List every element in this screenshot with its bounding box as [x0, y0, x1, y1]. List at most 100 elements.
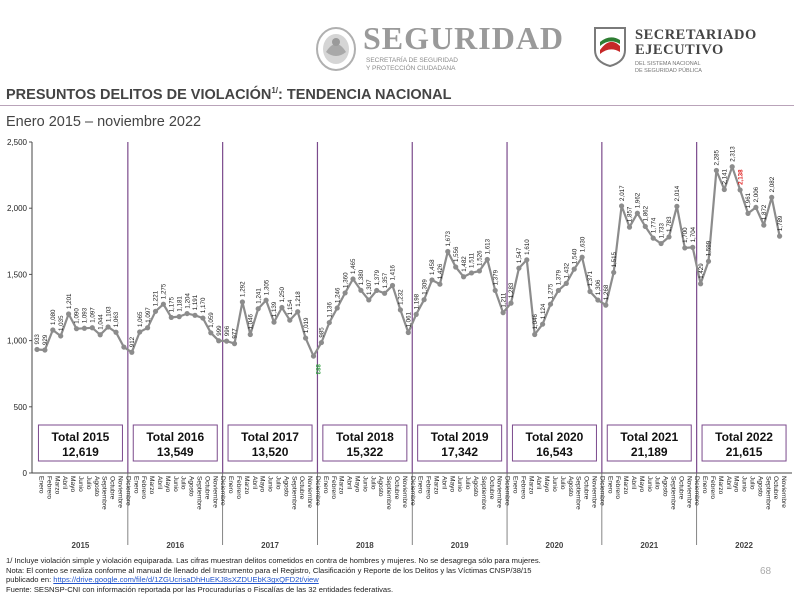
- month-label: Febrero: [709, 476, 716, 499]
- secretariado-logo-subtitle: DEL SISTEMA NACIONAL DE SEGURIDAD PÚBLIC…: [635, 61, 702, 74]
- data-label: 2,285: [714, 149, 721, 165]
- month-label: Septiembre: [575, 476, 582, 510]
- month-label: Enero: [132, 476, 139, 494]
- data-label: 1,275: [548, 283, 555, 299]
- year-label: 2016: [166, 541, 184, 550]
- data-label: 1,783: [666, 216, 673, 232]
- month-label: Marzo: [148, 476, 155, 495]
- total-box-label: Total 2016: [146, 430, 204, 444]
- data-point: [650, 235, 656, 241]
- data-label: 1,700: [682, 227, 689, 243]
- month-label: Enero: [512, 476, 519, 494]
- month-label: Julio: [180, 476, 187, 490]
- data-label: 2,017: [619, 185, 626, 201]
- total-box-label: Total 2022: [715, 430, 773, 444]
- data-point: [200, 315, 206, 321]
- data-point: [413, 311, 419, 317]
- source-link[interactable]: https://drive.google.com/file/d/1ZGUcris…: [53, 575, 319, 585]
- data-label: 977: [232, 328, 239, 339]
- data-point: [761, 222, 767, 228]
- data-label: 1,482: [461, 256, 468, 272]
- month-label: Julio: [749, 476, 756, 490]
- data-label: 1,673: [445, 230, 452, 246]
- year-label: 2022: [735, 541, 753, 550]
- month-label: Junio: [267, 476, 274, 492]
- mexico-emblem-icon: [316, 27, 356, 71]
- data-label: 1,426: [437, 263, 444, 279]
- data-point: [310, 353, 317, 359]
- data-label: 2,141: [722, 168, 729, 184]
- month-label: Marzo: [622, 476, 629, 495]
- data-label: 1,961: [745, 192, 752, 208]
- data-label: 1,241: [255, 288, 262, 304]
- data-point: [160, 301, 166, 307]
- data-point: [619, 203, 625, 209]
- data-label: 1,059: [208, 312, 215, 328]
- total-box-value: 15,322: [346, 445, 383, 459]
- data-point: [461, 274, 467, 280]
- data-point: [318, 339, 324, 346]
- data-point: [263, 297, 269, 303]
- data-label: 996: [224, 325, 231, 336]
- data-point: [603, 302, 609, 308]
- year-label: 2018: [356, 541, 374, 550]
- data-point: [247, 331, 253, 338]
- data-label-min: 883: [314, 364, 321, 375]
- data-label: 1,046: [248, 313, 255, 329]
- month-label: Julio: [85, 476, 92, 490]
- month-label: Octubre: [203, 476, 210, 500]
- data-point: [66, 311, 72, 317]
- data-label: 1,379: [492, 269, 499, 285]
- month-label: Octubre: [772, 476, 779, 500]
- month-label: Enero: [606, 476, 613, 494]
- data-point: [231, 341, 238, 347]
- data-label: 1,275: [161, 283, 168, 299]
- data-point: [595, 297, 601, 303]
- month-label: Febrero: [614, 476, 621, 499]
- data-label: 1,044: [97, 314, 104, 330]
- total-box-value: 21,615: [726, 445, 763, 459]
- total-box: [701, 424, 787, 462]
- data-point: [358, 287, 364, 293]
- data-point: [192, 312, 198, 318]
- chart-title-footnote-mark: 1/: [271, 86, 279, 95]
- data-point: [476, 268, 482, 274]
- data-label: 1,170: [200, 297, 207, 313]
- data-point: [579, 254, 585, 260]
- total-box-value: 17,342: [441, 445, 478, 459]
- data-label: 2,313: [729, 146, 736, 162]
- data-label: 1,097: [90, 307, 97, 323]
- month-label: Octubre: [298, 476, 305, 500]
- data-label: 1,540: [571, 248, 578, 264]
- total-box-value: 16,543: [536, 445, 573, 459]
- month-label: Junio: [741, 476, 748, 492]
- data-point: [176, 314, 182, 320]
- data-label: 1,379: [374, 269, 381, 285]
- data-point: [524, 257, 530, 263]
- month-label: Agosto: [662, 476, 669, 497]
- data-label: 1,246: [334, 287, 341, 303]
- month-label: Julio: [559, 476, 566, 490]
- total-box: [227, 424, 313, 462]
- data-point: [658, 240, 664, 247]
- data-label: 1,283: [508, 282, 515, 298]
- footnote-source: Fuente: SESNSP-CNI con información repor…: [6, 584, 394, 594]
- data-label: 1,103: [105, 306, 112, 322]
- month-label: Enero: [227, 476, 234, 494]
- total-box-label: Total 2021: [620, 430, 678, 444]
- month-label: Abril: [251, 476, 258, 490]
- data-label: 1,198: [413, 293, 420, 309]
- month-label: Octubre: [583, 476, 590, 500]
- data-label: 1,309: [421, 279, 428, 295]
- data-point: [492, 287, 498, 294]
- data-point: [366, 297, 372, 303]
- data-point: [279, 304, 285, 311]
- data-point: [50, 327, 56, 333]
- month-label: Abril: [440, 476, 447, 490]
- data-label: 1,093: [82, 307, 89, 323]
- year-label: 2020: [546, 541, 564, 550]
- data-label: 1,599: [706, 240, 713, 256]
- data-point: [382, 290, 388, 296]
- month-label: Julio: [654, 476, 661, 490]
- month-label: Octubre: [677, 476, 684, 500]
